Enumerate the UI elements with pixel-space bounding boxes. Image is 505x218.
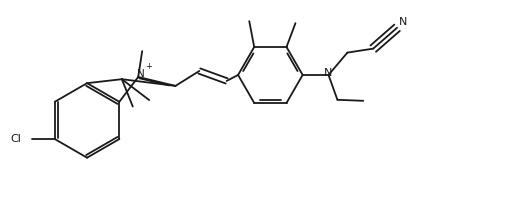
Text: Cl: Cl [11,134,22,144]
Text: +: + [144,62,151,71]
Text: N: N [324,68,332,78]
Text: N: N [398,17,407,27]
Text: N: N [136,69,144,79]
